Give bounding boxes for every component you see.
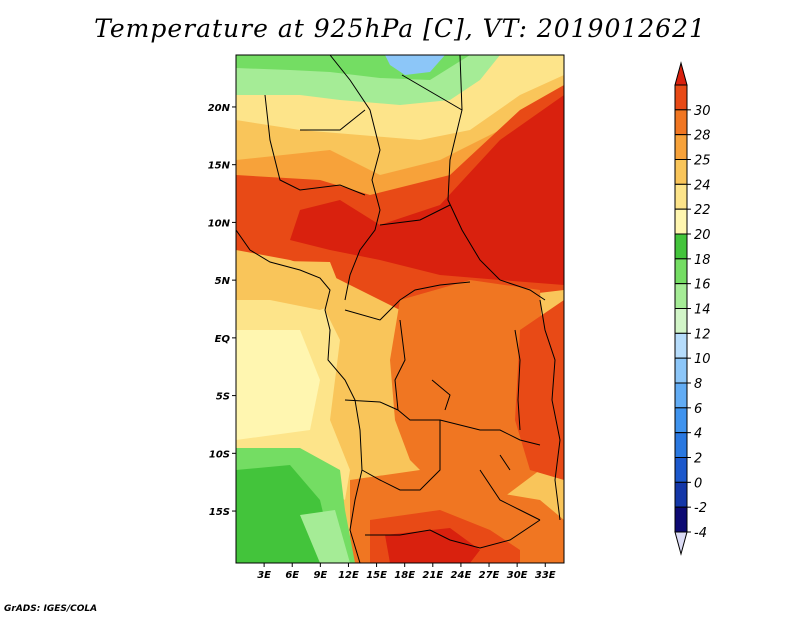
colorbar-box [674,183,688,210]
colorbar-box [674,134,688,161]
temperature-field [236,55,564,563]
colorbar-label: 6 [694,402,702,417]
colorbar-label: 14 [694,303,711,318]
colorbar-label: 25 [694,154,711,169]
lon-tick-label: 6E [285,570,299,581]
colorbar-box [674,457,688,483]
colorbar-box [674,258,688,285]
colorbar-box [674,109,688,136]
colorbar-box [674,84,688,111]
axis-ticks: 3E 6E 9E 12E 15E 18E 21E 24E 27E 30E 33E 20N 15N 10N 5… [208,103,556,581]
lon-tick-label: 24E [451,570,472,581]
colorbar-box [674,382,688,409]
colorbar-box [674,159,688,185]
lon-tick-label: 33E [535,570,556,581]
colorbar-label: 12 [694,327,711,342]
colorbar-box [674,481,688,508]
colorbar-label: -2 [694,501,707,516]
colorbar-label: 2 [694,452,702,467]
colorbar-label: 10 [694,352,711,367]
colorbar-box [674,208,688,235]
colorbar-label: 20 [694,228,711,243]
map-frame [235,54,565,564]
lat-tick-label: 15N [208,161,231,172]
colorbar-box [674,432,688,458]
colorbar-box [674,283,688,309]
colorbar-label: 18 [694,253,711,268]
lat-tick-label: 10N [208,218,231,229]
lon-tick-label: 18E [394,570,415,581]
colorbar-label: 22 [694,203,711,218]
colorbar-box [674,332,688,359]
colorbar-box [674,506,688,533]
lon-tick-label: 12E [338,570,359,581]
colorbar-bottom-triangle [674,531,688,556]
colorbar-box [674,308,688,334]
lat-tick-label: 10S [209,449,230,460]
colorbar-label: 16 [694,278,711,293]
lat-tick-label: 5S [216,392,230,403]
grads-credit: GrADS: IGES/COLA [4,604,98,614]
colorbar-label: 4 [694,427,702,442]
lon-tick-label: 21E [422,570,443,581]
colorbar-label: 8 [694,377,702,392]
lon-tick-label: 27E [479,570,500,581]
colorbar-label: -4 [694,526,707,541]
plot-title: Temperature at 925hPa [C], VT: 201901262… [94,14,706,43]
lat-tick-label: 15S [209,507,230,518]
colorbar-label: 30 [694,104,711,119]
colorbar-label: 24 [694,178,711,193]
colorbar-label: 28 [694,129,711,144]
lat-tick-label: 5N [215,276,231,287]
colorbar-box [674,357,688,384]
lon-tick-label: 9E [313,570,327,581]
colorbar-box [674,407,688,434]
country-borders [236,55,561,563]
lat-tick-label: 20N [208,103,231,114]
colorbar-label: 0 [694,476,702,491]
colorbar-top-triangle [674,61,688,86]
colorbar-box [674,233,688,260]
lon-tick-label: 30E [507,570,528,581]
lat-tick-label: EQ [215,334,231,345]
lon-tick-label: 3E [257,570,271,581]
lon-tick-label: 15E [366,570,387,581]
